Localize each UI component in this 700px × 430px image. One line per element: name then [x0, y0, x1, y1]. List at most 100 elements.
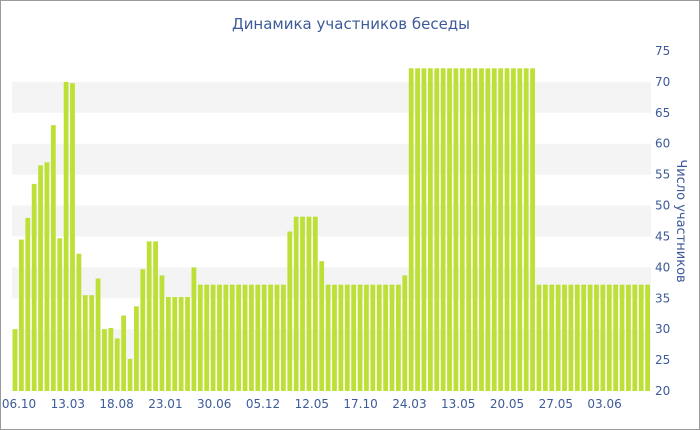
bar-33 — [223, 284, 229, 391]
bar-63 — [415, 68, 420, 391]
y-tick-label: 40 — [655, 260, 670, 274]
bar-97 — [632, 284, 638, 391]
bar-64 — [421, 68, 427, 391]
x-tick-label: 23.01 — [148, 397, 182, 411]
bar-54 — [357, 284, 363, 391]
bar-0 — [12, 329, 18, 391]
bar-69 — [453, 68, 459, 391]
y-tick-label: 60 — [655, 137, 670, 151]
band-55 — [12, 143, 651, 175]
y-axis-title: Число участников — [673, 159, 688, 282]
x-tick-label: 13.03 — [51, 397, 85, 411]
x-tick-label: 13.05 — [441, 397, 475, 411]
bar-46 — [306, 216, 312, 391]
bar-87 — [568, 284, 574, 391]
bar-3 — [31, 183, 37, 391]
bar-51 — [338, 284, 344, 391]
bar-78 — [511, 68, 516, 391]
bar-35 — [236, 284, 242, 391]
bar-81 — [530, 68, 535, 391]
bar-1 — [18, 239, 24, 391]
bar-21 — [146, 241, 152, 391]
bar-24 — [165, 297, 171, 391]
bar-98 — [638, 284, 644, 391]
x-tick-label: 05.12 — [246, 397, 280, 411]
bar-19 — [134, 306, 139, 391]
bar-36 — [242, 284, 248, 391]
bar-37 — [249, 284, 254, 391]
bar-30 — [204, 284, 210, 391]
y-tick-label: 70 — [655, 75, 670, 89]
bar-57 — [376, 284, 382, 391]
bar-72 — [472, 68, 478, 391]
bar-70 — [459, 68, 465, 391]
bar-92 — [600, 284, 606, 391]
x-tick-label: 24.03 — [392, 397, 426, 411]
bar-50 — [332, 284, 337, 391]
y-tick-label: 25 — [655, 353, 670, 367]
bar-44 — [293, 216, 299, 391]
bar-45 — [300, 216, 305, 391]
bar-49 — [325, 284, 331, 391]
bar-18 — [127, 358, 133, 391]
bar-66 — [434, 68, 440, 391]
chart-title: Динамика участников беседы — [232, 15, 470, 33]
bar-11 — [82, 295, 88, 391]
background-bands — [12, 81, 651, 361]
band-35 — [12, 267, 651, 299]
bar-73 — [479, 68, 484, 391]
y-tick-label: 45 — [655, 230, 670, 244]
bar-90 — [587, 284, 593, 391]
bar-34 — [229, 284, 235, 391]
bar-10 — [76, 253, 82, 391]
bar-4 — [38, 165, 43, 391]
bar-7 — [57, 238, 63, 391]
bar-62 — [408, 68, 414, 391]
bar-82 — [536, 284, 542, 391]
bar-84 — [549, 284, 555, 391]
x-tick-label: 27.05 — [539, 397, 573, 411]
bar-12 — [89, 295, 95, 391]
bar-23 — [159, 275, 165, 391]
bar-60 — [396, 284, 401, 391]
bar-91 — [594, 284, 599, 391]
bar-59 — [389, 284, 395, 391]
bar-13 — [95, 278, 101, 391]
x-tick-label: 12.05 — [295, 397, 329, 411]
bar-22 — [153, 241, 158, 391]
bar-89 — [581, 284, 587, 391]
bar-95 — [619, 284, 625, 391]
bar-20 — [140, 269, 146, 391]
y-tick-label: 55 — [655, 168, 670, 182]
bar-8 — [63, 81, 69, 391]
y-tick-label: 75 — [655, 44, 670, 58]
y-axis-ticks: 20 25 30 35 40 45 50 55 60 65 70 75 — [655, 44, 670, 398]
bar-88 — [574, 284, 580, 391]
bar-79 — [517, 68, 523, 391]
bar-5 — [44, 162, 50, 391]
bar-76 — [498, 68, 504, 391]
x-tick-label: 06.10 — [2, 397, 36, 411]
bar-94 — [613, 284, 619, 391]
bar-29 — [197, 284, 203, 391]
bar-58 — [383, 284, 389, 391]
bar-31 — [210, 284, 216, 391]
bar-93 — [606, 284, 612, 391]
bar-series — [12, 68, 650, 392]
bar-41 — [274, 284, 280, 391]
bar-6 — [50, 125, 56, 392]
bar-52 — [344, 284, 350, 391]
bar-77 — [504, 68, 510, 391]
bar-15 — [108, 327, 114, 391]
x-tick-label: 03.06 — [587, 397, 621, 411]
y-tick-label: 65 — [655, 106, 670, 120]
y-tick-label: 20 — [655, 384, 670, 398]
band-25 — [12, 329, 651, 361]
bar-86 — [562, 284, 567, 391]
x-tick-label: 20.05 — [490, 397, 524, 411]
bar-56 — [370, 284, 376, 391]
bar-65 — [427, 68, 433, 391]
bar-80 — [523, 68, 529, 391]
y-tick-label: 35 — [655, 291, 670, 305]
